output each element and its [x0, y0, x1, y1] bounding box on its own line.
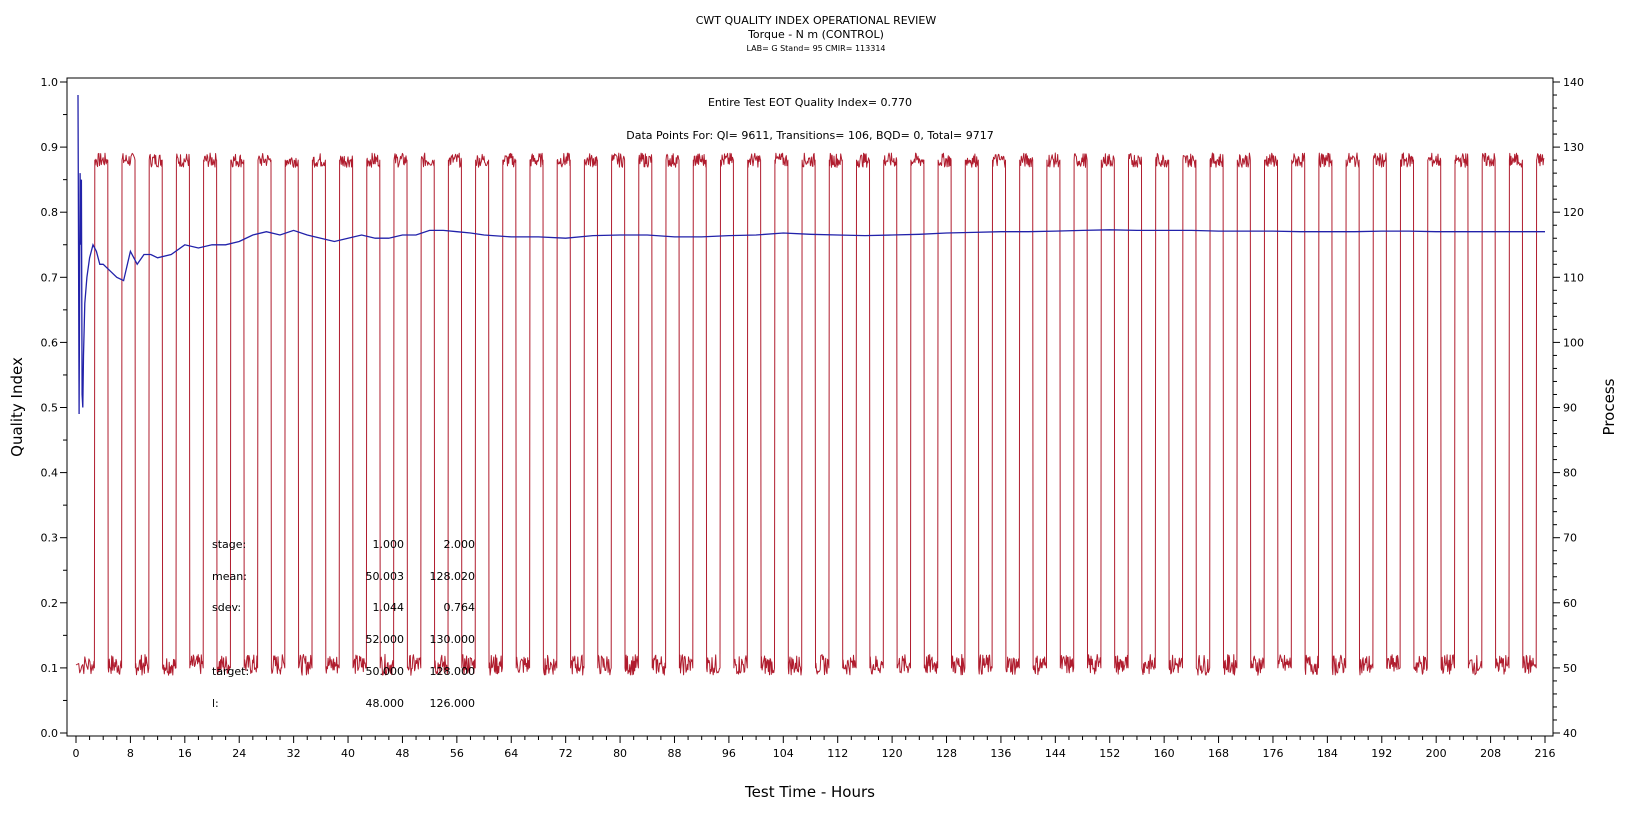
stats-value-stage1: 1.000: [373, 538, 405, 551]
stats-value-stage2: 0.764: [444, 601, 476, 614]
y-right-tick-label: 110: [1563, 271, 1584, 284]
x-tick-label: 152: [1099, 747, 1120, 760]
x-tick-label: 8: [127, 747, 134, 760]
x-tick-label: 136: [990, 747, 1011, 760]
x-tick-label: 96: [722, 747, 736, 760]
stats-table: stage: 1.000 2.000 mean: 50.003 128.020 sdev: 1…: [212, 538, 475, 710]
title-block: CWT QUALITY INDEX OPERATIONAL REVIEW Tor…: [0, 14, 1632, 56]
y-left-tick-label: 0.1: [41, 662, 59, 675]
y-left-tick-label: 0.0: [41, 727, 59, 740]
x-tick-label: 200: [1426, 747, 1447, 760]
stats-label: stage:: [212, 538, 246, 551]
chart-title: CWT QUALITY INDEX OPERATIONAL REVIEW: [695, 14, 937, 27]
quality-index-line: [77, 94, 1545, 415]
x-tick-label: 160: [1154, 747, 1175, 760]
stats-value-stage1: 50.003: [366, 570, 405, 583]
stats-label: target:: [212, 665, 249, 678]
x-tick-label: 192: [1371, 747, 1392, 760]
stats-label: l:: [212, 697, 219, 710]
x-axis-label: Test Time - Hours: [744, 783, 875, 801]
y-right-tick-label: 100: [1563, 336, 1584, 349]
x-tick-label: 144: [1045, 747, 1066, 760]
quality-index-annotation: Entire Test EOT Quality Index= 0.770: [708, 96, 912, 109]
x-tick-label: 184: [1317, 747, 1338, 760]
x-tick-label: 24: [232, 747, 246, 760]
process-line: [75, 152, 1545, 676]
x-tick-label: 176: [1262, 747, 1283, 760]
process-series: [75, 152, 1545, 676]
x-tick-label: 56: [450, 747, 464, 760]
y-right-tick-label: 130: [1563, 141, 1584, 154]
x-tick-label: 48: [395, 747, 409, 760]
x-axis: 0 8 16 24 32 40 48 56 64 72 80 88 96 104 112 120 128 136 1…: [73, 736, 1556, 760]
y-right-tick-label: 120: [1563, 206, 1584, 219]
stats-value-stage1: 52.000: [366, 633, 405, 646]
y-right-tick-label: 50: [1563, 662, 1577, 675]
x-tick-label: 208: [1480, 747, 1501, 760]
stats-label: sdev:: [212, 601, 241, 614]
x-tick-label: 168: [1208, 747, 1229, 760]
y-right-tick-label: 70: [1563, 532, 1577, 545]
stats-value-stage1: 50.000: [366, 665, 405, 678]
x-tick-label: 80: [613, 747, 627, 760]
quality-index-series: [77, 94, 1545, 415]
y-left-tick-label: 0.5: [41, 402, 59, 415]
y-left-tick-label: 0.4: [41, 467, 59, 480]
stats-value-stage2: 126.000: [430, 697, 476, 710]
y-axis-left-label: Quality Index: [8, 357, 26, 457]
stats-value-stage2: 2.000: [444, 538, 476, 551]
x-tick-label: 72: [559, 747, 573, 760]
chart-meta: LAB= G Stand= 95 CMIR= 113314: [746, 44, 886, 53]
y-left-tick-label: 0.7: [41, 271, 59, 284]
y-right-tick-label: 60: [1563, 597, 1577, 610]
y-right-tick-label: 140: [1563, 76, 1584, 89]
x-tick-label: 32: [287, 747, 301, 760]
x-tick-label: 120: [882, 747, 903, 760]
x-tick-label: 0: [73, 747, 80, 760]
x-tick-label: 40: [341, 747, 355, 760]
stats-value-stage2: 130.000: [430, 633, 476, 646]
y-right-tick-label: 80: [1563, 467, 1577, 480]
chart-subtitle: Torque - N m (CONTROL): [748, 28, 884, 41]
x-tick-label: 104: [773, 747, 794, 760]
y-right-tick-label: 90: [1563, 402, 1577, 415]
y-left-tick-label: 0.9: [41, 141, 59, 154]
y-left-tick-label: 1.0: [41, 76, 59, 89]
y-left-tick-label: 0.2: [41, 597, 59, 610]
stats-value-stage1: 1.044: [373, 601, 405, 614]
x-tick-label: 128: [936, 747, 957, 760]
y-left-tick-label: 0.6: [41, 336, 59, 349]
stats-label: mean:: [212, 570, 247, 583]
y-left-tick-label: 0.3: [41, 532, 59, 545]
stats-value-stage1: 48.000: [366, 697, 405, 710]
y-axis-left: 0.0 0.1 0.2 0.3 0.4 0.5 0.6 0.7 0.8 0.9 1.0: [41, 76, 67, 740]
plot-frame: [66, 77, 1554, 737]
y-right-tick-label: 40: [1563, 727, 1577, 740]
x-tick-label: 16: [178, 747, 192, 760]
x-tick-label: 88: [667, 747, 681, 760]
y-axis-right: 40 50 60 70 80 90 100 110 120 130 140: [1553, 76, 1584, 740]
x-tick-label: 216: [1535, 747, 1556, 760]
y-left-tick-label: 0.8: [41, 206, 59, 219]
data-points-annotation: Data Points For: QI= 9611, Transitions= …: [626, 129, 994, 142]
stats-value-stage2: 128.020: [430, 570, 476, 583]
stats-value-stage2: 128.000: [430, 665, 476, 678]
x-tick-label: 112: [827, 747, 848, 760]
y-axis-right-label: Process: [1600, 378, 1618, 435]
x-tick-label: 64: [504, 747, 518, 760]
